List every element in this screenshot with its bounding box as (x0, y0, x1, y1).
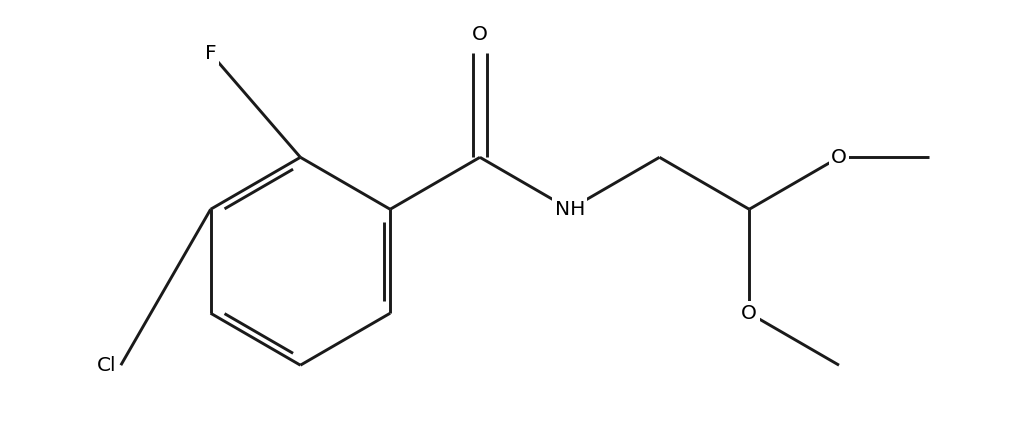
Text: F: F (205, 44, 216, 63)
Text: NH: NH (554, 200, 585, 219)
Text: O: O (742, 304, 757, 323)
Text: O: O (831, 148, 846, 167)
Text: Cl: Cl (96, 356, 116, 374)
Text: O: O (472, 25, 488, 44)
